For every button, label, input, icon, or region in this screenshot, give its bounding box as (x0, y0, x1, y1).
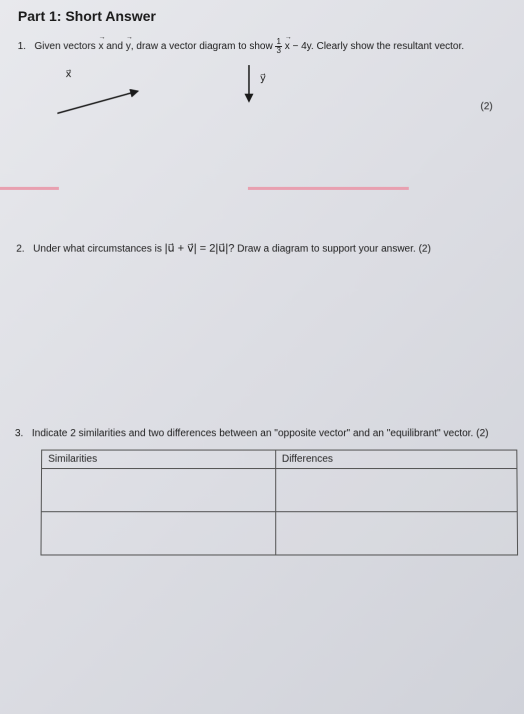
pink-divider-right (248, 187, 409, 190)
q1-vec-y: y (126, 41, 131, 52)
comparison-table: Similarities Differences (40, 449, 518, 555)
q2-expr: |u⃗ + v⃗| = 2|u⃗|? (165, 243, 235, 255)
vector-diagram-area: x⃗ y⃗ (2) (47, 61, 513, 131)
q1-text-c: , draw a vector diagram to show (131, 41, 276, 52)
q1-text-d: Clearly show the resultant vector. (314, 41, 464, 52)
divider-row (17, 187, 514, 190)
question-3: 3. Indicate 2 similarities and two diffe… (15, 425, 515, 440)
q2-text-b: Draw a diagram to support your answer. (… (234, 244, 431, 255)
table-header-row: Similarities Differences (42, 450, 517, 468)
q1-expr: x − 4y. (285, 41, 314, 52)
cell-sim-2 (41, 511, 275, 554)
q2-text-a: Under what circumstances is (33, 244, 165, 255)
worksheet-paper: Part 1: Short Answer 1. Given vectors x … (0, 0, 524, 714)
q1-vec-x: x (98, 41, 103, 52)
frac-den: 3 (275, 47, 281, 55)
cell-diff-2 (275, 511, 517, 554)
cell-sim-1 (41, 468, 275, 511)
q3-text: Indicate 2 similarities and two differen… (32, 427, 489, 438)
y-vector-icon (243, 65, 255, 107)
q1-text-b: and (103, 41, 125, 52)
question-1: 1. Given vectors x and y, draw a vector … (18, 38, 513, 55)
x-vector-label: x⃗ (66, 69, 72, 80)
q1-number: 1. (18, 39, 32, 54)
q1-fraction: 13 (275, 38, 281, 55)
q3-number: 3. (15, 425, 29, 440)
q1-text-a: Given vectors (34, 41, 98, 52)
q2-number: 2. (16, 242, 30, 257)
table-row (41, 511, 518, 554)
col-similarities: Similarities (42, 450, 276, 468)
pink-divider-left (0, 187, 59, 190)
col-differences: Differences (275, 450, 517, 468)
y-vector-label: y⃗ (260, 73, 266, 84)
question-2: 2. Under what circumstances is |u⃗ + v⃗|… (16, 241, 514, 258)
q1-marks: (2) (480, 101, 492, 112)
part-title: Part 1: Short Answer (18, 8, 512, 24)
content-area: Part 1: Short Answer 1. Given vectors x … (0, 0, 524, 567)
table-row (41, 468, 517, 511)
cell-diff-1 (275, 468, 517, 511)
x-vector-icon (57, 89, 143, 119)
